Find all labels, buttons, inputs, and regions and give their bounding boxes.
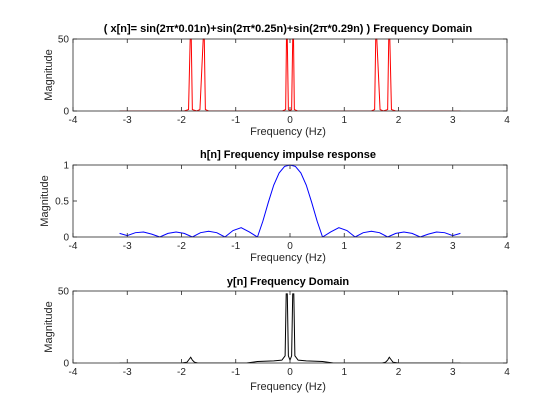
x-axis-label: Frequency (Hz) xyxy=(250,381,326,393)
x-tick-label: 0 xyxy=(287,115,293,126)
y-tick-label: 0 xyxy=(63,233,69,244)
x-tick-label: 1 xyxy=(341,115,347,126)
x-axis-label: Frequency (Hz) xyxy=(250,252,326,264)
x-tick-label: 2 xyxy=(396,115,402,126)
x-tick-label: -1 xyxy=(231,367,240,378)
y-tick-label: 0 xyxy=(63,107,69,118)
subplot-title: h[n] Frequency impulse response xyxy=(200,149,376,161)
series-line-0 xyxy=(119,38,461,111)
y-tick-label: 0 xyxy=(63,359,69,370)
x-tick-label: 2 xyxy=(396,367,402,378)
y-tick-label: 50 xyxy=(58,287,70,298)
x-tick-label: -2 xyxy=(177,367,186,378)
x-tick-label: 1 xyxy=(341,241,347,252)
x-tick-label: 3 xyxy=(450,115,456,126)
x-tick-label: -4 xyxy=(69,367,78,378)
y-tick-label: 0.5 xyxy=(55,197,69,208)
subplot-title: ( x[n]= sin(2π*0.01n)+sin(2π*0.25n)+sin(… xyxy=(104,23,473,35)
subplot-output-spectrum: y[n] Frequency Domain Magnitude Frequenc… xyxy=(43,276,510,393)
x-tick-label: 3 xyxy=(450,241,456,252)
y-axis-label: Magnitude xyxy=(43,301,55,352)
subplot-input-spectrum: ( x[n]= sin(2π*0.01n)+sin(2π*0.25n)+sin(… xyxy=(43,23,510,138)
x-tick-label: -2 xyxy=(177,115,186,126)
x-tick-label: 3 xyxy=(450,367,456,378)
x-axis-label: Frequency (Hz) xyxy=(250,126,326,138)
x-tick-label: 1 xyxy=(341,367,347,378)
subplot-impulse-response: h[n] Frequency impulse response Magnitud… xyxy=(39,149,510,264)
x-tick-label: 0 xyxy=(287,241,293,252)
x-tick-label: 4 xyxy=(504,241,510,252)
x-tick-label: 4 xyxy=(504,115,510,126)
x-tick-label: -3 xyxy=(123,367,132,378)
x-tick-label: -1 xyxy=(231,115,240,126)
y-tick-label: 50 xyxy=(58,35,70,46)
y-axis-label: Magnitude xyxy=(39,175,51,226)
x-tick-label: -2 xyxy=(177,241,186,252)
y-tick-label: 1 xyxy=(63,161,69,172)
x-tick-label: -4 xyxy=(69,241,78,252)
x-tick-label: 0 xyxy=(287,367,293,378)
subplot-title: y[n] Frequency Domain xyxy=(227,276,350,288)
x-tick-label: 4 xyxy=(504,367,510,378)
x-tick-label: -3 xyxy=(123,115,132,126)
x-tick-label: -4 xyxy=(69,115,78,126)
x-tick-label: -1 xyxy=(231,241,240,252)
y-axis-label: Magnitude xyxy=(43,49,55,100)
x-tick-label: -3 xyxy=(123,241,132,252)
x-tick-label: 2 xyxy=(396,241,402,252)
